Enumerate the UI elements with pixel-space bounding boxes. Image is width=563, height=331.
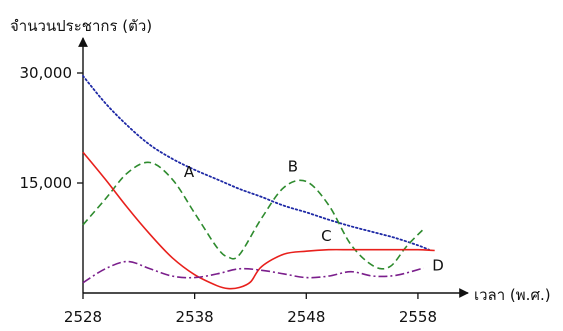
x-axis-label: เวลา (พ.ศ.)	[474, 286, 551, 304]
series-label-c: C	[321, 227, 331, 245]
series-labels-layer: A B C D	[184, 157, 444, 274]
y-tick-label: 30,000	[20, 64, 73, 82]
x-tick-label: 2558	[399, 308, 437, 326]
series-label-b: B	[288, 157, 298, 175]
x-tick-label: 2528	[64, 308, 102, 326]
series-label-d: D	[432, 256, 444, 274]
ticks-layer: 2528 2538 2548 2558 15,000 30,000	[20, 64, 438, 326]
y-axis-label: จำนวนประชากร (ตัว)	[10, 17, 152, 35]
x-tick-label: 2548	[287, 308, 325, 326]
series-line-a	[82, 75, 430, 251]
series-line-d	[82, 260, 424, 284]
x-tick-label: 2538	[176, 308, 214, 326]
series-layer	[82, 75, 435, 290]
series-label-a: A	[184, 163, 195, 181]
series-line-c	[82, 151, 435, 290]
y-tick-label: 15,000	[20, 174, 73, 192]
series-line-b	[82, 161, 425, 270]
